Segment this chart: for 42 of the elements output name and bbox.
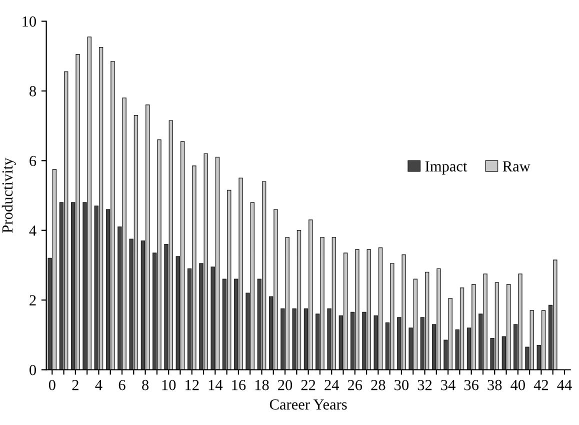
x-tick-label: 2 [72, 380, 78, 390]
legend-label: Impact [425, 161, 468, 175]
bar [296, 230, 302, 370]
x-tick-label: 10 [162, 380, 176, 390]
x-tick-label: 38 [488, 380, 502, 390]
x-tick-label: 28 [371, 380, 386, 390]
x-tick-label: 12 [186, 380, 199, 390]
x-tick-label: 22 [301, 380, 316, 390]
y-tick-label: 10 [22, 16, 36, 27]
x-tick-label: 16 [232, 380, 246, 390]
y-tick-label: 4 [29, 226, 36, 236]
y-axis-title: Productivity [2, 158, 16, 233]
legend-label: Raw [502, 161, 530, 172]
x-tick-label: 44 [557, 380, 572, 390]
y-tick-label: 2 [30, 295, 36, 306]
bar [180, 141, 185, 370]
y-tick-label: 0 [30, 364, 36, 376]
x-tick-label: 40 [510, 380, 525, 390]
x-tick-label: 42 [534, 380, 548, 390]
x-tick-label: 34 [441, 380, 456, 390]
x-tick-label: 14 [208, 380, 223, 390]
x-tick-label: 4 [95, 380, 102, 390]
x-tick-label: 8 [142, 380, 149, 390]
x-tick-label: 36 [464, 380, 479, 390]
bar [378, 247, 383, 370]
y-tick-label: 8 [30, 86, 36, 96]
bar [343, 252, 348, 370]
x-tick-label: 32 [418, 380, 432, 390]
x-tick-label: 24 [324, 380, 340, 390]
y-tick-label: 6 [30, 156, 36, 166]
x-tick-label: 30 [394, 380, 409, 390]
x-tick-label: 18 [255, 380, 269, 390]
bar [541, 310, 546, 370]
x-tick-label: 20 [278, 380, 292, 390]
bar [460, 288, 464, 370]
x-tick-label: 6 [118, 380, 126, 390]
x-axis-title: Career Years [270, 399, 347, 410]
x-tick-label: 0 [48, 380, 56, 390]
bar [98, 47, 104, 370]
bar [424, 272, 430, 370]
x-tick-label: 26 [348, 380, 362, 390]
bar [262, 181, 266, 370]
